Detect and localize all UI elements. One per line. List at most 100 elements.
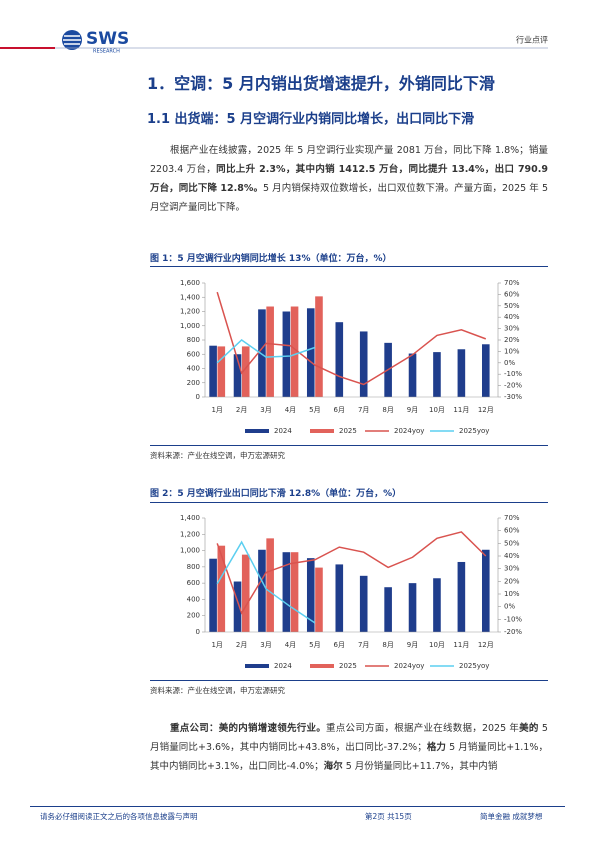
footer-rule [30,806,565,807]
bar [335,322,344,397]
x-tick-label: 3月 [260,406,271,414]
chart: 0 200 400 600 800 1,000 1,200 1,400 1,600 -30% -20… [180,279,522,435]
x-tick-label: 1月 [211,406,222,414]
y2-tick-label: -30% [504,393,522,401]
x-tick-label: 12月 [478,641,494,649]
bar [266,306,274,397]
line [216,291,487,386]
x-tick-label: 2月 [236,641,247,649]
x-tick-label: 4月 [285,641,296,649]
legend-swatch [310,429,334,433]
y2-tick-label: -10% [504,370,522,378]
y2-tick-label: 60% [504,290,520,298]
bar [457,561,466,632]
legend-label: 2025yoy [459,662,489,670]
y-tick-label: 600 [187,579,200,587]
bar [457,349,466,397]
y2-tick-label: -20% [504,382,522,390]
x-tick-label: 3月 [260,641,271,649]
text: 重点公司方面，根据产业在线数据，2025 年 [325,723,520,734]
paragraph: 重点公司：美的内销增速领先行业。重点公司方面，根据产业在线数据，2025 年美的… [150,719,548,776]
y-tick-label: 1,000 [180,322,200,330]
y2-tick-label: 0% [504,359,515,367]
bar [217,346,226,397]
y-tick-label: 1,000 [180,547,200,555]
x-tick-label: 5月 [309,406,320,414]
bar [481,344,490,397]
bold-text: 美的 [519,723,539,734]
y2-tick-label: 40% [504,313,520,321]
bar [241,346,250,397]
y-tick-label: 400 [187,595,200,603]
x-tick-label: 10月 [429,406,445,414]
y-tick-label: 400 [187,365,200,373]
text: 5 月销量同比+1.1%，其中内销同比+3.1%，出口同比-4.0%； [150,742,548,772]
y2-tick-label: 50% [504,539,520,547]
x-tick-label: 10月 [429,641,445,649]
text: 根据产业在线披露，2025 年 5 月空调行业实现产量 2081 万台，同比下降… [150,145,548,175]
y2-tick-label: 10% [504,347,520,355]
y2-tick-label: 70% [504,279,520,287]
chart: 0 200 400 600 800 1,000 1,200 1,400 -20% -10% 0% 10… [180,514,522,670]
figure-rule [150,502,548,503]
y-tick-label: 600 [187,350,200,358]
legend-label: 2024 [274,427,292,435]
y2-tick-label: 60% [504,527,520,535]
y-tick-label: 200 [187,612,200,620]
x-tick-label: 11月 [453,641,469,649]
y2-tick-label: 20% [504,336,520,344]
y-tick-label: 1,400 [180,514,200,522]
bold-text: 格力 [426,742,447,753]
y-tick-label: 0 [196,628,200,636]
y-tick-label: 1,200 [180,530,200,538]
x-tick-label: 5月 [309,641,320,649]
line [216,339,316,364]
x-tick-label: 7月 [358,406,369,414]
bar [335,564,344,632]
x-tick-label: 12月 [478,406,494,414]
line [216,531,487,615]
figure-source: 资料来源：产业在线空调，申万宏源研究 [150,451,285,460]
header-label: 行业点评 [516,35,548,45]
bar [315,567,323,632]
legend-label: 2024 [274,662,292,670]
y-tick-label: 200 [187,379,200,387]
bar [306,558,315,632]
bar [433,352,441,397]
bar [217,545,226,632]
bar [258,549,266,632]
bold-text: 同比上升 2.3%，其中内销 1412.5 万台，同比提升 13.4%，出口 7… [150,164,548,194]
y2-tick-label: 10% [504,590,520,598]
bar [209,345,217,397]
bold-text: 重点公司：美的内销增速领先行业。 [170,723,326,734]
x-tick-label: 9月 [407,641,418,649]
y2-tick-label: 50% [504,302,520,310]
bar [408,353,417,397]
bar [282,311,291,397]
y-tick-label: 800 [187,336,200,344]
y-tick-label: 1,600 [180,279,200,287]
x-tick-label: 7月 [358,641,369,649]
legend-label: 2024yoy [394,662,424,670]
y2-tick-label: 70% [504,514,520,522]
x-tick-label: 4月 [285,406,296,414]
y2-tick-label: 40% [504,552,520,560]
figure-rule [150,266,548,267]
y2-tick-label: 30% [504,565,520,573]
logo-icon-lines [63,35,81,45]
subheading: 1.1 出货端：5 月空调行业内销同比增长，出口同比下滑 [147,112,475,127]
bar [384,587,392,632]
legend-swatch [245,429,269,433]
bar [433,578,441,632]
figure-title: 图 2：5 月空调行业出口同比下滑 12.8%（单位：万台，%） [150,489,402,499]
x-tick-label: 2月 [236,406,247,414]
bar [233,581,242,632]
logo-text: SWS [86,29,129,49]
figure-source: 资料来源：产业在线空调，申万宏源研究 [150,686,285,695]
x-tick-label: 6月 [334,641,345,649]
paragraph: 根据产业在线披露，2025 年 5 月空调行业实现产量 2081 万台，同比下降… [150,141,548,217]
x-tick-label: 11月 [453,406,469,414]
legend-swatch [310,664,334,668]
legend-label: 2025yoy [459,427,489,435]
